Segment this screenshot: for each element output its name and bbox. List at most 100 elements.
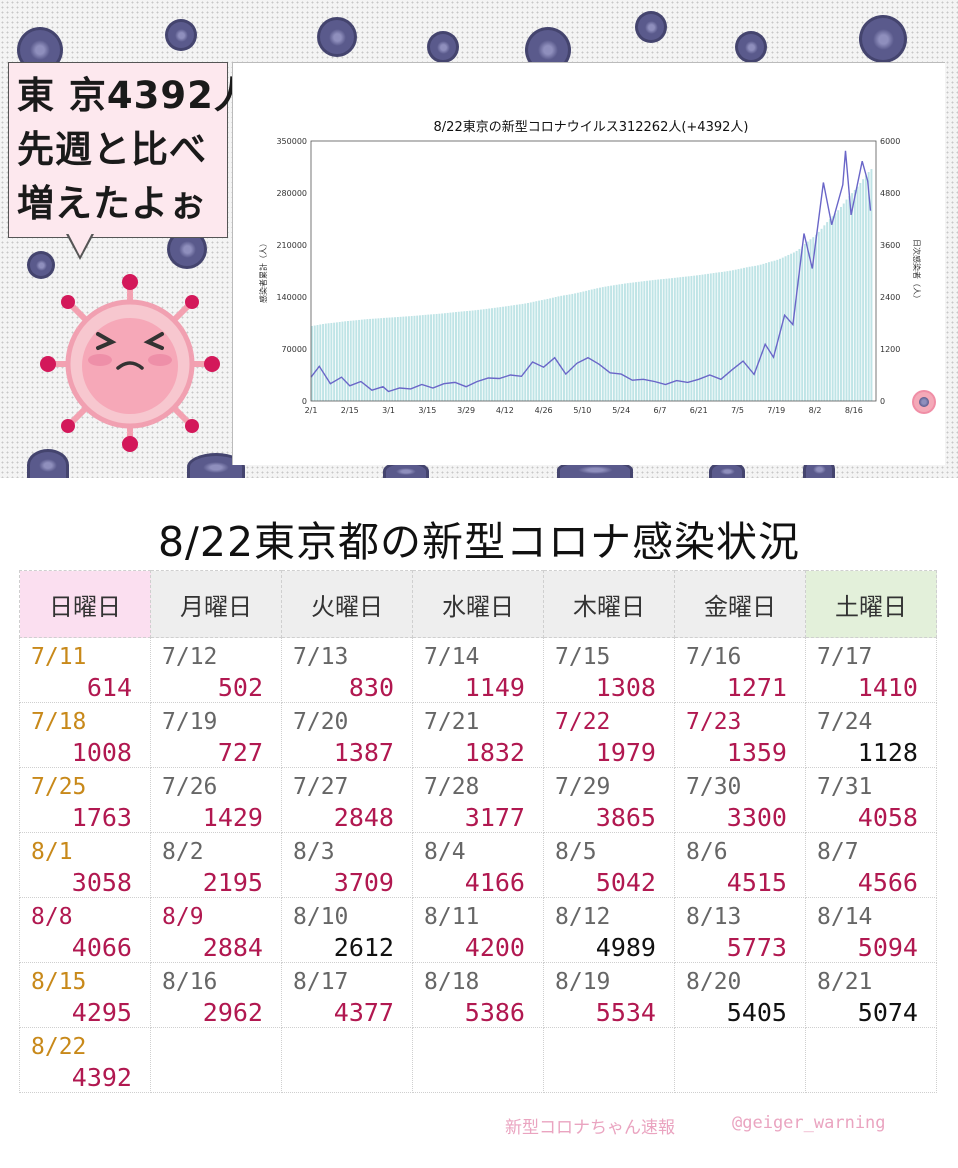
day-cell: 7/15 1308 <box>543 637 675 703</box>
cell-count: 1008 <box>71 738 132 767</box>
cumulative-bar <box>430 314 433 401</box>
right-axis-ticks: 6000 4800 3600 2400 1200 0 <box>880 137 900 406</box>
cumulative-bar <box>801 246 804 401</box>
cumulative-bar <box>773 260 776 401</box>
chart-title: 8/22東京の新型コロナウイルス312262人(+4392人) <box>434 119 749 135</box>
cell-date: 8/12 <box>555 904 611 930</box>
virus-icon <box>30 254 52 276</box>
cell-count: 3058 <box>71 868 132 897</box>
cumulative-bar <box>380 318 383 401</box>
virus-icon <box>862 18 904 60</box>
cumulative-bar <box>407 316 410 401</box>
cumulative-bar <box>817 231 820 401</box>
cumulative-bar <box>676 277 679 401</box>
day-cell: 7/29 3865 <box>543 767 675 833</box>
cumulative-bar <box>679 277 682 401</box>
cumulative-bar <box>471 310 474 401</box>
virus-icon <box>168 22 194 48</box>
cumulative-bar <box>510 305 513 401</box>
cumulative-bar <box>809 239 812 401</box>
table-row: 8/1 3058 8/2 2195 8/3 3709 8/4 4166 8/5 5042 8/6 45… <box>19 832 937 898</box>
day-cell: 7/17 1410 <box>805 637 937 703</box>
x-tick-label: 3/15 <box>418 406 436 415</box>
cumulative-bar <box>371 318 374 401</box>
day-cell: 8/13 5773 <box>674 897 806 963</box>
cumulative-bar <box>399 316 402 401</box>
cell-date: 8/6 <box>686 839 728 865</box>
cell-count: 2195 <box>202 868 263 897</box>
day-cell: 8/4 4166 <box>412 832 544 898</box>
cumulative-bar <box>402 316 405 401</box>
cumulative-bar <box>806 241 809 401</box>
cumulative-bar <box>740 268 743 401</box>
weekday-header: 火曜日 <box>281 570 413 638</box>
cell-count: 4566 <box>857 868 918 897</box>
cumulative-bar <box>540 300 543 401</box>
y-tick-label: 0 <box>302 397 307 406</box>
cumulative-bar <box>635 282 637 401</box>
cell-date: 8/8 <box>31 904 73 930</box>
cumulative-bar <box>363 319 366 401</box>
cell-count: 1387 <box>333 738 394 767</box>
cumulative-bar <box>612 285 615 401</box>
cell-date: 7/30 <box>686 774 742 800</box>
cumulative-bar <box>828 219 831 401</box>
cell-date: 7/20 <box>293 709 349 735</box>
cumulative-bar <box>369 318 372 401</box>
cell-count: 727 <box>217 738 263 767</box>
table-row: 8/22 4392 <box>19 1027 937 1093</box>
cell-date: 8/19 <box>555 969 611 995</box>
cumulative-bar <box>563 295 565 401</box>
cumulative-bar <box>496 307 499 401</box>
cumulative-bar <box>665 278 668 401</box>
bubble-line: 先週と比べ <box>17 128 207 171</box>
credit-name: 新型コロナちゃん速報 <box>505 1118 675 1138</box>
day-cell: 8/2 2195 <box>150 832 282 898</box>
cumulative-bar <box>673 277 676 401</box>
cell-count: 3709 <box>333 868 394 897</box>
day-cell: 8/17 4377 <box>281 962 413 1028</box>
cell-date: 7/27 <box>293 774 349 800</box>
cumulative-bar <box>452 312 455 401</box>
cell-date: 7/16 <box>686 644 742 670</box>
cumulative-bar <box>529 302 532 401</box>
cell-date: 7/24 <box>817 709 873 735</box>
cumulative-bar <box>823 225 826 401</box>
y-tick-label: 70000 <box>282 345 307 354</box>
covid-chart: 8/22東京の新型コロナウイルス312262人(+4392人) 350000 28… <box>258 119 922 415</box>
weekday-header: 日曜日 <box>19 570 151 638</box>
cumulative-bar <box>524 303 527 401</box>
cumulative-bar <box>394 317 397 401</box>
x-tick-label: 6/21 <box>690 406 708 415</box>
cumulative-bar <box>671 278 673 401</box>
cell-count: 2848 <box>333 803 394 832</box>
day-cell: 7/14 1149 <box>412 637 544 703</box>
table-row: 7/25 1763 7/26 1429 7/27 2848 7/28 3177 7/29 3865… <box>19 767 937 833</box>
day-cell: 8/1 3058 <box>19 832 151 898</box>
cell-date: 8/5 <box>555 839 597 865</box>
chart-panel: 8/22東京の新型コロナウイルス312262人(+4392人) 350000 28… <box>232 62 945 465</box>
cumulative-bar <box>330 322 333 401</box>
cell-date: 7/25 <box>31 774 87 800</box>
day-cell: 8/3 3709 <box>281 832 413 898</box>
cumulative-bar <box>745 267 748 401</box>
cumulative-bar <box>767 262 770 401</box>
cumulative-bar <box>682 276 685 401</box>
cell-date: 7/26 <box>162 774 218 800</box>
cumulative-bar <box>457 311 460 401</box>
cumulative-bar <box>842 203 845 401</box>
cumulative-bar <box>737 269 740 401</box>
x-tick-label: 5/24 <box>612 406 630 415</box>
cell-count: 1271 <box>726 673 787 702</box>
cumulative-bar <box>366 319 369 401</box>
cumulative-bar <box>593 288 596 401</box>
cumulative-bar <box>618 284 621 401</box>
cumulative-bar <box>734 269 737 401</box>
cell-count: 1410 <box>857 673 918 702</box>
cell-count: 2612 <box>333 933 394 962</box>
cumulative-bar <box>347 321 349 401</box>
day-cell: 7/18 1008 <box>19 702 151 768</box>
cell-count: 1128 <box>857 738 918 767</box>
cumulative-bar <box>551 297 554 401</box>
cumulative-bar <box>374 318 377 401</box>
